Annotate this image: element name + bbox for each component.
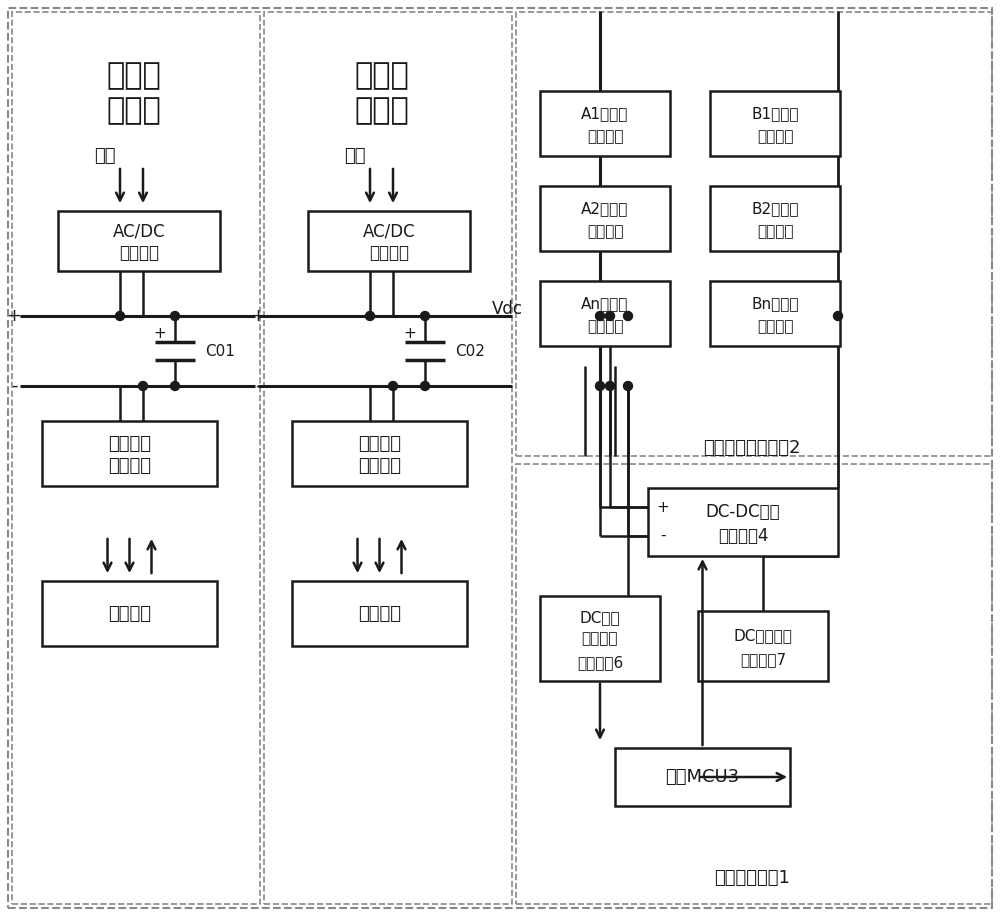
Text: A1控制与: A1控制与 (581, 106, 629, 121)
Text: DC-DC隔离: DC-DC隔离 (706, 503, 780, 521)
Text: 变换电路4: 变换电路4 (718, 527, 768, 545)
Text: 变换单元: 变换单元 (757, 129, 793, 144)
Text: 变换电路: 变换电路 (369, 244, 409, 262)
Text: 太阳能电池板阵列2: 太阳能电池板阵列2 (703, 439, 801, 457)
Circle shape (138, 381, 148, 390)
Bar (540, 91, 670, 156)
Text: DC电压取样: DC电压取样 (734, 628, 792, 643)
Bar (12, 12, 260, 904)
Text: 直流风机: 直流风机 (108, 457, 151, 475)
Text: 市电: 市电 (94, 147, 116, 165)
Text: -: - (660, 529, 666, 543)
Bar (516, 12, 992, 456)
Text: AC/DC: AC/DC (363, 223, 415, 241)
Bar (540, 281, 670, 346)
Bar (710, 186, 840, 251)
Circle shape (596, 381, 604, 390)
Text: 开关电源: 开关电源 (108, 435, 151, 453)
Text: -: - (255, 377, 261, 395)
Circle shape (366, 311, 374, 321)
Text: -: - (11, 377, 17, 395)
Bar (710, 91, 840, 156)
Text: 变换单元: 变换单元 (757, 224, 793, 239)
Circle shape (116, 311, 124, 321)
Text: 市电: 市电 (344, 147, 366, 165)
Bar (540, 186, 670, 251)
Text: 直流风机: 直流风机 (358, 457, 401, 475)
Text: 其他电路: 其他电路 (108, 605, 151, 623)
Bar (292, 581, 467, 646)
Text: 室外侧: 室外侧 (355, 96, 409, 125)
Circle shape (170, 381, 180, 390)
Bar (615, 748, 790, 806)
Bar (308, 211, 470, 271)
Text: 变换电路: 变换电路 (119, 244, 159, 262)
Text: 室内侧: 室内侧 (107, 96, 161, 125)
Text: 其他电路: 其他电路 (358, 605, 401, 623)
Text: 太阳能控制器1: 太阳能控制器1 (714, 869, 790, 887)
Text: 单元电路6: 单元电路6 (577, 655, 623, 670)
Text: +: + (657, 499, 669, 515)
Text: 隔离取样: 隔离取样 (582, 631, 618, 646)
Bar (710, 281, 840, 346)
Text: +: + (250, 307, 266, 325)
Circle shape (624, 311, 633, 321)
Bar (42, 421, 217, 486)
Circle shape (624, 381, 633, 390)
Text: A2控制与: A2控制与 (581, 202, 629, 216)
Circle shape (606, 311, 614, 321)
Text: 变换单元: 变换单元 (587, 224, 623, 239)
Circle shape (596, 311, 604, 321)
Bar (698, 611, 828, 681)
Text: 空调器: 空调器 (107, 61, 161, 91)
Bar (292, 421, 467, 486)
Text: AC/DC: AC/DC (113, 223, 165, 241)
Bar (516, 464, 992, 904)
Bar (264, 12, 512, 904)
Text: +: + (154, 326, 166, 342)
Text: 单元电路7: 单元电路7 (740, 652, 786, 668)
Text: +: + (7, 307, 22, 325)
Circle shape (420, 381, 430, 390)
Text: +: + (404, 326, 416, 342)
Text: 变换单元: 变换单元 (587, 319, 623, 334)
Text: DC电压: DC电压 (580, 610, 620, 625)
Text: C02: C02 (455, 344, 485, 358)
Text: 主控MCU3: 主控MCU3 (665, 768, 740, 786)
Text: Bn控制与: Bn控制与 (751, 296, 799, 311)
Text: C01: C01 (205, 344, 235, 358)
Text: Vdc: Vdc (492, 300, 523, 318)
Bar (540, 596, 660, 681)
Bar (58, 211, 220, 271)
Text: B1控制与: B1控制与 (751, 106, 799, 121)
Text: 开关电源: 开关电源 (358, 435, 401, 453)
Text: 变换单元: 变换单元 (587, 129, 623, 144)
Text: 变换单元: 变换单元 (757, 319, 793, 334)
Circle shape (834, 311, 842, 321)
Circle shape (606, 381, 614, 390)
Circle shape (420, 311, 430, 321)
Text: An控制与: An控制与 (581, 296, 629, 311)
Bar (648, 488, 838, 556)
Text: B2控制与: B2控制与 (751, 202, 799, 216)
Bar (42, 581, 217, 646)
Circle shape (388, 381, 398, 390)
Circle shape (170, 311, 180, 321)
Text: 空调器: 空调器 (355, 61, 409, 91)
